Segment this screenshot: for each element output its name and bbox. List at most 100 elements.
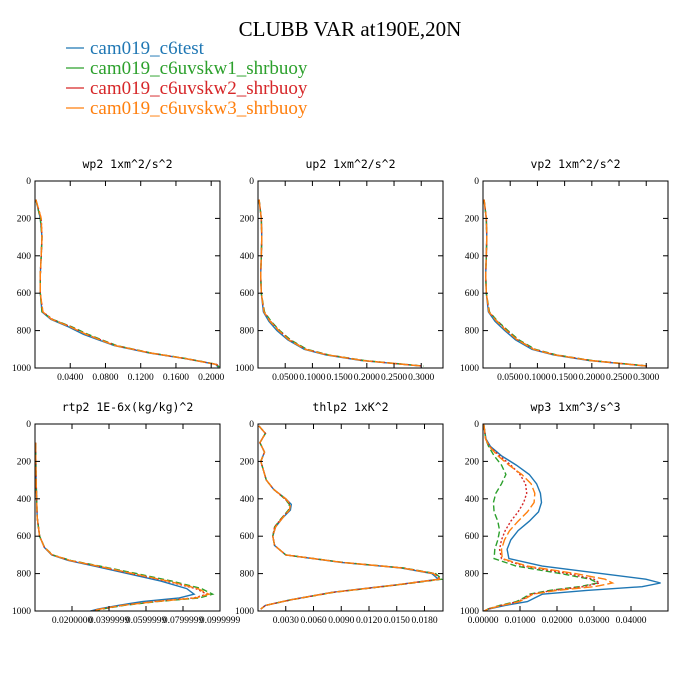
legend-label: cam019_c6uvskw3_shrbuoy [90,98,308,119]
series-line [258,199,423,367]
plot-frame [257,180,444,369]
x-tick-label: 0.02000 [542,616,573,626]
y-tick-label: 400 [17,252,32,262]
series-group [483,199,650,367]
series-line [258,425,443,610]
panel-title: up2 1xm^2/s^2 [305,157,395,171]
series-line [258,199,423,367]
panel-title: thlp2 1xK^2 [312,400,388,414]
series-line [483,199,647,367]
series-line [483,424,615,611]
x-tick-label: 0.1200 [128,373,154,383]
x-tick-label: 0.01000 [505,616,536,626]
x-tick-label: 0.2000 [198,373,224,383]
panel-title: wp2 1xm^2/s^2 [82,157,172,171]
legend-label: cam019_c6uvskw2_shrbuoy [90,78,308,99]
y-tick-label: 200 [465,214,480,224]
series-line [483,199,650,367]
x-tick-label: 0.0150 [384,616,410,626]
y-tick-label: 1000 [12,607,31,617]
legend-item: cam019_c6uvskw3_shrbuoy [66,98,308,119]
x-tick-label: 0.0799999 [163,616,204,626]
series-line [35,199,220,368]
panel: rtp2 1E-6x(kg/kg)^2 0 200 400 600 800 1000 0.02… [12,400,240,626]
x-tick-label: 0.3000 [633,373,659,383]
x-tick-label: 0.0500 [272,373,298,383]
x-tick-label: 0.0180 [411,616,437,626]
x-tick-label: 0.03000 [579,616,610,626]
plot-frame [482,180,669,369]
series-line [258,425,442,610]
series-line [35,442,209,611]
legend-label: cam019_c6test [90,38,205,59]
y-tick-label: 600 [240,289,255,299]
legend: cam019_c6testcam019_c6uvskw1_shrbuoycam0… [66,38,308,119]
x-tick-label: 0.3000 [408,373,434,383]
x-tick-label: 0.0090 [328,616,354,626]
y-tick-label: 0 [249,177,254,187]
x-tick-label: 0.1500 [327,373,353,383]
y-tick-label: 0 [26,177,31,187]
series-line [35,442,211,611]
y-tick-label: 0 [249,420,254,430]
legend-label: cam019_c6uvskw1_shrbuoy [90,58,308,79]
y-tick-label: 200 [240,214,255,224]
x-tick-label: 0.0999999 [200,616,241,626]
figure-title: CLUBB VAR at190E,20N [239,17,462,41]
plot-frame [34,180,221,369]
series-line [35,199,220,368]
x-tick-label: 0.0060 [300,616,326,626]
series-line [483,424,600,611]
y-tick-label: 600 [465,289,480,299]
series-line [35,199,220,368]
y-tick-label: 800 [465,570,480,580]
series-group [35,199,220,368]
y-tick-label: 400 [465,495,480,505]
panel: thlp2 1xK^2 0 200 400 600 800 1000 0.0030 0.0060… [235,400,444,626]
x-tick-label: 0.0400 [57,373,83,383]
series-line [258,425,441,610]
series-group [35,442,215,611]
y-tick-label: 0 [26,420,31,430]
series-line [258,199,422,367]
series-line [483,424,602,611]
y-tick-label: 200 [240,457,255,467]
series-line [35,199,219,368]
x-tick-label: 0.04000 [616,616,647,626]
y-tick-label: 600 [240,532,255,542]
y-tick-label: 800 [465,327,480,337]
series-line [483,199,648,367]
y-tick-label: 200 [17,214,32,224]
plot-frame [34,423,221,612]
panel: up2 1xm^2/s^2 0 200 400 600 800 1000 0.0500 0.10… [235,157,444,383]
y-tick-label: 200 [17,457,32,467]
plot-frame [257,423,444,612]
x-tick-label: 0.1000 [524,373,550,383]
y-tick-label: 1000 [12,364,31,374]
y-tick-label: 1000 [460,364,479,374]
panel-title: vp2 1xm^2/s^2 [530,157,620,171]
panel: vp2 1xm^2/s^2 0 200 400 600 800 1000 0.0500 0.10… [460,157,669,383]
x-tick-label: 0.0500 [497,373,523,383]
y-tick-label: 0 [474,420,479,430]
y-tick-label: 800 [240,570,255,580]
series-line [258,425,441,610]
y-tick-label: 800 [17,327,32,337]
y-tick-label: 800 [17,570,32,580]
series-line [258,199,425,367]
y-tick-label: 200 [465,457,480,467]
y-tick-label: 800 [240,327,255,337]
legend-item: cam019_c6uvskw2_shrbuoy [66,78,308,99]
series-line [483,199,648,367]
x-tick-label: 0.2500 [606,373,632,383]
x-tick-label: 0.1000 [299,373,325,383]
x-tick-label: 0.1600 [163,373,189,383]
y-tick-label: 1000 [235,364,254,374]
series-group [483,424,661,611]
y-tick-label: 0 [474,177,479,187]
series-group [258,425,443,610]
y-tick-label: 600 [17,532,32,542]
x-tick-label: 0.0120 [356,616,382,626]
x-tick-label: 0.0399999 [89,616,130,626]
